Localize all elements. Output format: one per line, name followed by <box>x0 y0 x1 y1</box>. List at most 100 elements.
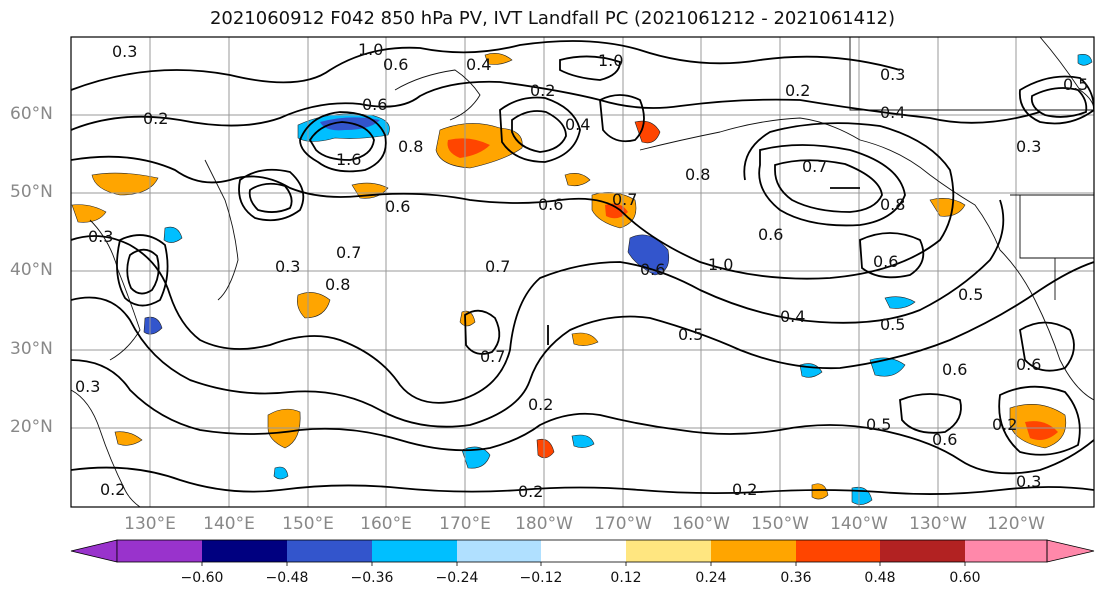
contour-label: 0.6 <box>383 55 408 74</box>
lat-label-60N: 60°N <box>10 104 53 124</box>
contour-label: 0.8 <box>880 195 905 214</box>
lon-label: 150°E <box>282 514 334 534</box>
contour-label: 0.6 <box>538 195 563 214</box>
colorbar-extend-low <box>70 539 118 563</box>
positive-anomaly-core <box>447 138 490 158</box>
contour-label: 0.5 <box>958 285 983 304</box>
contours <box>71 40 1094 495</box>
contour-label: 0.6 <box>362 95 387 114</box>
contour-label: 0.3 <box>275 257 300 276</box>
contour-label: 0.7 <box>612 190 637 209</box>
contour-label: 0.3 <box>75 377 100 396</box>
negative-anomaly-patch <box>571 434 595 448</box>
positive-anomaly-core <box>605 203 628 219</box>
colorbar-segment <box>202 540 287 562</box>
contour-label: 0.6 <box>942 360 967 379</box>
lon-label: 180°W <box>515 514 573 534</box>
colorbar-tick-label: 0.60 <box>949 570 981 586</box>
lon-label: 140°E <box>203 514 255 534</box>
lon-label: 150°W <box>751 514 809 534</box>
contour-label: 0.6 <box>640 260 665 279</box>
colorbar-segment <box>457 540 541 562</box>
colorbar-segment <box>965 540 1047 562</box>
colorbar-segment <box>287 540 372 562</box>
lon-label: 130°W <box>909 514 967 534</box>
colorbar-segment <box>880 540 965 562</box>
positive-anomaly-patch <box>114 431 143 446</box>
colorbar-segment <box>626 540 711 562</box>
contour-label: 0.5 <box>880 315 905 334</box>
negative-anomaly-patch <box>143 316 163 335</box>
colorbar-tick-label: −0.36 <box>350 570 394 586</box>
positive-anomaly-patch <box>71 204 107 223</box>
lat-label-30N: 30°N <box>10 339 53 359</box>
contour-label: 0.5 <box>866 415 891 434</box>
contour-label: 0.2 <box>732 480 757 499</box>
lon-label: 140°W <box>830 514 888 534</box>
contour-label: 0.2 <box>530 81 555 100</box>
contour-label: 0.3 <box>880 65 905 84</box>
colorbar-tick-label: 0.24 <box>695 570 727 586</box>
contour-label: 0.5 <box>1063 75 1088 94</box>
colorbar-segment <box>711 540 796 562</box>
colorbar-tick-label: 0.36 <box>780 570 812 586</box>
contour-label: 0.6 <box>1016 355 1041 374</box>
positive-anomaly-patch <box>811 483 829 500</box>
contour-label: 0.7 <box>802 157 827 176</box>
figure-title: 2021060912 F042 850 hPa PV, IVT Landfall… <box>209 8 896 29</box>
coastlines <box>71 37 1094 507</box>
colorbar-tick-label: −0.24 <box>435 570 479 586</box>
contour-label: 0.2 <box>992 415 1017 434</box>
lon-label: 120°W <box>987 514 1045 534</box>
contour-label: 1.6 <box>336 150 361 169</box>
negative-anomaly-patch <box>869 357 906 377</box>
contour-label: 0.8 <box>398 137 423 156</box>
contour-label: 0.5 <box>678 325 703 344</box>
negative-anomaly-patch <box>627 234 669 276</box>
positive-anomaly-patch <box>571 332 599 346</box>
contour-labels: 0.3 1.0 0.6 0.4 1.0 0.2 0.4 0.2 0.3 0.5 … <box>75 40 1088 501</box>
contour-label: 0.2 <box>785 81 810 100</box>
colorbar-segment <box>541 540 626 562</box>
contour-label: 0.6 <box>385 197 410 216</box>
contour-label: 0.6 <box>873 252 898 271</box>
negative-anomaly-patch <box>884 296 916 309</box>
colorbar-segment <box>796 540 880 562</box>
contour-label: 0.6 <box>932 430 957 449</box>
negative-anomaly-patch <box>1077 54 1093 66</box>
positive-anomaly-patch <box>91 172 159 196</box>
negative-anomaly-patch <box>273 466 289 480</box>
positive-anomaly-patch <box>459 310 476 327</box>
colorbar-extend-high <box>1046 539 1095 563</box>
colorbar-tick-label: −0.60 <box>180 570 224 586</box>
contour-label: 0.3 <box>88 227 113 246</box>
positive-anomaly-patch <box>297 292 331 319</box>
negative-anomaly-patch <box>461 446 491 469</box>
contour-label: 0.7 <box>336 243 361 262</box>
contour-label: 0.3 <box>1016 137 1041 156</box>
lat-label-40N: 40°N <box>10 260 53 280</box>
contour-label: 0.2 <box>528 395 553 414</box>
contour-label: 1.0 <box>708 255 733 274</box>
positive-anomaly-patch <box>564 173 591 187</box>
contour-label: 0.4 <box>565 115 590 134</box>
lat-label-50N: 50°N <box>10 182 53 202</box>
contour-label: 0.2 <box>100 480 125 499</box>
positive-anomaly-patch <box>484 53 513 65</box>
contour-label: 0.2 <box>518 482 543 501</box>
contour-label: 0.4 <box>466 55 491 74</box>
contour-label: 1.0 <box>598 51 623 70</box>
positive-anomaly-patch <box>929 198 966 217</box>
map-border <box>70 36 1095 508</box>
contour-label: 0.8 <box>685 165 710 184</box>
colorbar-border <box>116 539 1048 563</box>
colorbar-tick-label: −0.48 <box>265 570 309 586</box>
lon-label: 170°E <box>439 514 491 534</box>
lon-label: 160°E <box>360 514 412 534</box>
contour-label: 0.8 <box>325 275 350 294</box>
lon-label: 160°W <box>672 514 730 534</box>
contour-label: 0.7 <box>480 347 505 366</box>
contour-label: 0.4 <box>880 103 905 122</box>
colorbar-segment <box>117 540 202 562</box>
